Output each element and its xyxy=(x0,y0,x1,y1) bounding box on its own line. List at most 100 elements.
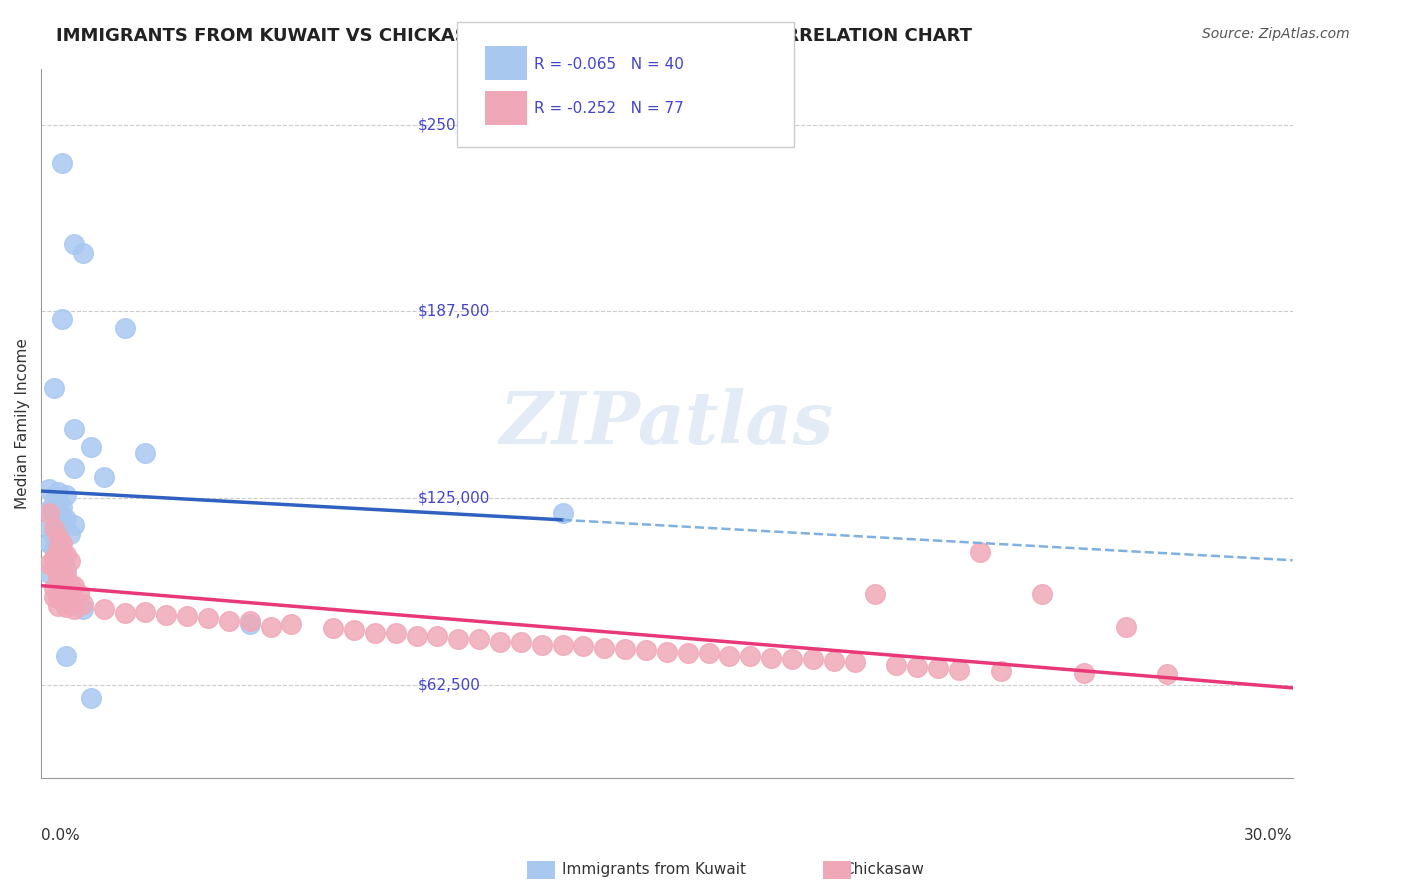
Point xyxy=(59,596,82,610)
Point xyxy=(46,599,69,613)
Point xyxy=(218,614,240,628)
Text: IMMIGRANTS FROM KUWAIT VS CHICKASAW MEDIAN FAMILY INCOME CORRELATION CHART: IMMIGRANTS FROM KUWAIT VS CHICKASAW MEDI… xyxy=(56,27,972,45)
Point xyxy=(343,623,366,637)
Text: ZIPatlas: ZIPatlas xyxy=(499,388,834,458)
Point xyxy=(46,497,69,511)
Point xyxy=(697,647,720,661)
Point xyxy=(55,600,77,615)
Text: R = -0.065   N = 40: R = -0.065 N = 40 xyxy=(534,57,685,71)
Point xyxy=(593,640,616,655)
Point xyxy=(676,647,699,661)
Point xyxy=(42,494,65,508)
Point xyxy=(46,485,69,500)
Point xyxy=(197,610,219,624)
Point xyxy=(801,652,824,666)
Point xyxy=(718,649,741,664)
Point xyxy=(740,649,762,664)
Point xyxy=(63,422,86,436)
Text: 30.0%: 30.0% xyxy=(1244,828,1292,843)
Point xyxy=(823,654,845,668)
Point xyxy=(322,621,344,635)
Point xyxy=(46,572,69,586)
Text: $187,500: $187,500 xyxy=(418,304,491,318)
Point xyxy=(530,638,553,652)
Point xyxy=(509,634,531,648)
Point xyxy=(1115,619,1137,633)
Point xyxy=(38,566,60,580)
Point xyxy=(46,533,69,547)
Point xyxy=(42,559,65,574)
Point xyxy=(42,550,65,565)
Point xyxy=(134,446,156,460)
Point xyxy=(155,607,177,622)
Point xyxy=(59,527,82,541)
Point xyxy=(55,583,77,598)
Point xyxy=(134,605,156,619)
Point xyxy=(38,503,60,517)
Point xyxy=(905,660,928,674)
Point xyxy=(865,587,887,601)
Y-axis label: Median Family Income: Median Family Income xyxy=(15,338,30,508)
Point xyxy=(42,581,65,595)
Point xyxy=(844,656,866,670)
Point xyxy=(969,545,991,559)
Point xyxy=(42,506,65,520)
Text: $125,000: $125,000 xyxy=(418,491,491,506)
Point xyxy=(948,663,970,677)
Point xyxy=(51,500,73,514)
Point xyxy=(176,609,198,624)
Point xyxy=(72,597,94,611)
Point xyxy=(239,616,262,631)
Point xyxy=(42,554,65,568)
Point xyxy=(426,628,449,642)
Point xyxy=(42,380,65,394)
Point xyxy=(51,508,73,523)
Point xyxy=(42,541,65,556)
Point xyxy=(80,440,103,454)
Point xyxy=(51,311,73,326)
Point xyxy=(990,665,1012,679)
Point xyxy=(59,554,82,568)
Point xyxy=(51,574,73,589)
Point xyxy=(63,601,86,615)
Point xyxy=(405,628,427,642)
Text: 0.0%: 0.0% xyxy=(41,828,80,843)
Point xyxy=(42,530,65,544)
Point xyxy=(46,541,69,556)
Point xyxy=(1156,667,1178,681)
Text: Immigrants from Kuwait: Immigrants from Kuwait xyxy=(562,863,747,877)
Point xyxy=(51,566,73,580)
Point xyxy=(38,521,60,535)
Point xyxy=(114,320,136,334)
Point xyxy=(63,461,86,475)
Point xyxy=(38,482,60,496)
Point xyxy=(634,643,657,657)
Point xyxy=(72,246,94,260)
Point xyxy=(655,645,678,659)
Point xyxy=(1073,665,1095,680)
Point xyxy=(489,634,512,648)
Text: $250,000: $250,000 xyxy=(418,117,491,132)
Point xyxy=(46,530,69,544)
Point xyxy=(239,614,262,628)
Point xyxy=(780,652,803,666)
Point xyxy=(51,536,73,550)
Point xyxy=(551,506,574,520)
Point xyxy=(927,661,949,675)
Point xyxy=(46,591,69,606)
Point xyxy=(51,545,73,559)
Point xyxy=(42,524,65,538)
Point xyxy=(1031,587,1053,601)
Point xyxy=(63,579,86,593)
Point xyxy=(364,625,387,640)
Point xyxy=(280,616,302,631)
Point xyxy=(447,632,470,646)
Point xyxy=(63,237,86,252)
Point xyxy=(114,606,136,620)
Point xyxy=(55,563,77,577)
Text: R = -0.252   N = 77: R = -0.252 N = 77 xyxy=(534,102,685,116)
Point xyxy=(93,601,115,615)
Point xyxy=(63,518,86,533)
Point xyxy=(46,515,69,529)
Point xyxy=(51,156,73,170)
